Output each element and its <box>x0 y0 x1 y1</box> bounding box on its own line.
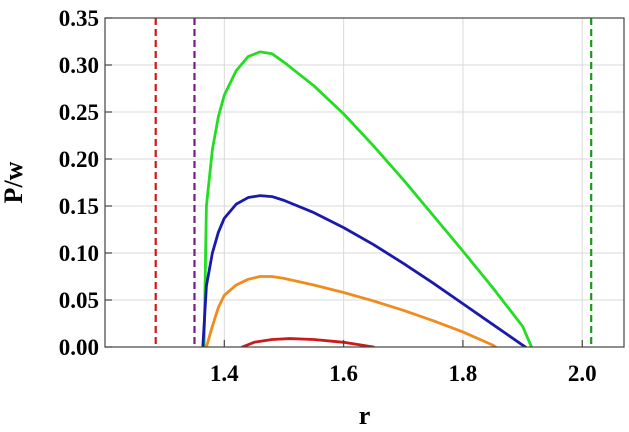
x-axis-title: r <box>359 401 371 430</box>
y-tick-label-6: 0.30 <box>59 53 99 78</box>
y-tick-label-0: 0.00 <box>59 335 99 360</box>
y-tick-label-2: 0.10 <box>59 241 99 266</box>
series-line-0 <box>202 50 533 347</box>
x-tick-label-3: 2.0 <box>568 361 597 386</box>
x-tick-label-2: 1.8 <box>449 361 478 386</box>
series-line-1 <box>201 194 527 347</box>
vertical-reference-lines <box>154 18 593 347</box>
y-tick-label-7: 0.35 <box>59 6 99 31</box>
series-line-3 <box>240 337 375 347</box>
y-tick-label-4: 0.20 <box>59 147 99 172</box>
y-tick-label-1: 0.05 <box>59 288 99 313</box>
y-tick-label-3: 0.15 <box>59 194 99 219</box>
series-line-2 <box>205 275 498 347</box>
y-tick-label-5: 0.25 <box>59 100 99 125</box>
x-tick-label-1: 1.6 <box>329 361 358 386</box>
series-lines <box>201 50 533 347</box>
x-tick-label-0: 1.4 <box>210 361 239 386</box>
plot-frame <box>104 17 625 348</box>
y-tick-labels: 0.00 0.05 0.10 0.15 0.20 0.25 0.30 0.35 <box>59 6 99 360</box>
ticks <box>105 17 583 348</box>
x-tick-labels: 1.4 1.6 1.8 2.0 <box>210 361 597 386</box>
y-axis-title: P/w <box>0 161 28 203</box>
